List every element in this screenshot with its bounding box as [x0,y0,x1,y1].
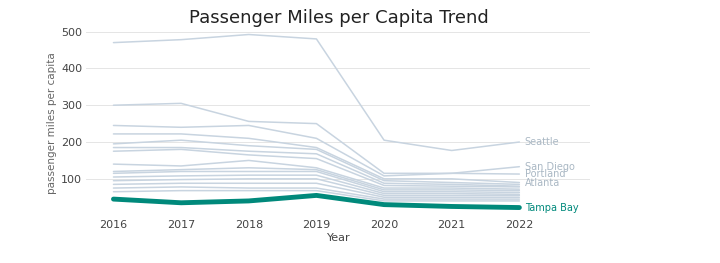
Y-axis label: passenger miles per capita: passenger miles per capita [47,53,57,194]
Title: Passenger Miles per Capita Trend: Passenger Miles per Capita Trend [189,9,488,27]
Text: Portland: Portland [525,169,565,179]
X-axis label: Year: Year [327,232,350,242]
Text: Atlanta: Atlanta [525,178,560,188]
Text: Tampa Bay: Tampa Bay [525,203,578,213]
Text: San Diego: San Diego [525,162,575,172]
Text: Seattle: Seattle [525,137,559,147]
